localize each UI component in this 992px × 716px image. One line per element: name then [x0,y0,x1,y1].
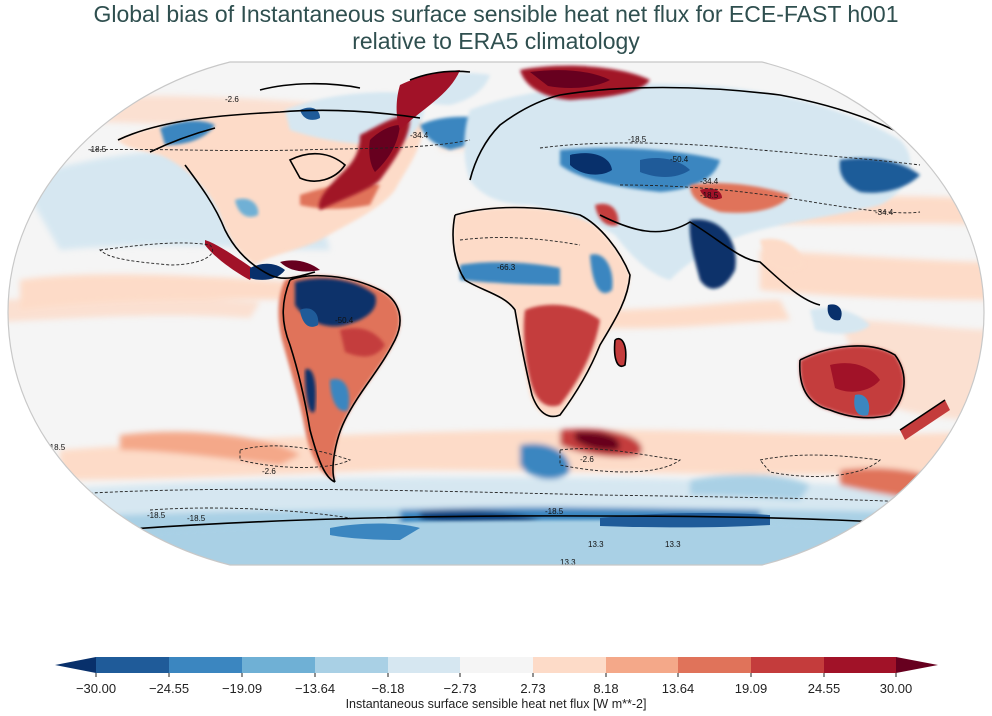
chart-title-line2: relative to ERA5 climatology [352,28,640,54]
colorbar-tick-label: −30.00 [75,681,117,696]
svg-text:-34.4: -34.4 [875,208,894,217]
colorbar-bin [96,657,169,673]
colorbar-bin [315,657,388,673]
colorbar-tick-label: −24.55 [148,681,190,696]
colorbar-extend-max [896,657,938,673]
svg-text:-2.6: -2.6 [225,95,239,104]
colorbar-bin [678,657,751,673]
colorbar-bin [242,657,315,673]
colorbar-bin [169,657,242,673]
svg-text:-34.4: -34.4 [700,177,719,186]
chart-title: Global bias of Instantaneous surface sen… [0,0,992,55]
svg-text:-2.6: -2.6 [580,455,594,464]
colorbar-bin [751,657,824,673]
svg-text:-18.5: -18.5 [628,135,647,144]
svg-text:-18.5: -18.5 [187,514,206,523]
chart-title-line1: Global bias of Instantaneous surface sen… [93,1,899,27]
colorbar-ticks [95,673,897,677]
colorbar-bin [606,657,678,673]
colorbar-tick-label: 2.73 [520,681,546,696]
colorbar [55,657,938,677]
colorbar-tick-label: 19.09 [734,681,768,696]
colorbar-extend-min [55,657,96,673]
svg-text:-18.5: -18.5 [47,443,66,452]
svg-text:-34.4: -34.4 [410,131,429,140]
svg-text:-18.5: -18.5 [700,191,719,200]
svg-text:13.3: 13.3 [560,558,576,567]
svg-text:-50.4: -50.4 [670,155,689,164]
colorbar-bin [824,657,896,673]
colorbar-tick-label: −2.73 [443,681,477,696]
svg-text:-66.3: -66.3 [497,263,516,272]
africa [453,207,630,417]
south-america [278,275,400,480]
svg-text:13.3: 13.3 [588,540,604,549]
svg-text:-2.6: -2.6 [262,467,276,476]
colorbar-tick-label: −8.18 [371,681,405,696]
colorbar-tick-label: 8.18 [593,681,619,696]
map-field: -18.5 -2.6 -34.4 -18.5 -50.4 -34.4 -18.5… [8,62,984,567]
contour-labels: -18.5 -2.6 -34.4 -18.5 -50.4 -34.4 -18.5… [47,95,894,567]
colorbar-bin [388,657,460,673]
svg-text:13.3: 13.3 [665,540,681,549]
colorbar-tick-label: 24.55 [807,681,841,696]
svg-text:-18.5: -18.5 [147,511,166,520]
colorbar-tick-label: 30.00 [879,681,913,696]
dashed-contours [59,139,951,519]
svg-text:-50.4: -50.4 [335,316,354,325]
map-outline [7,61,985,566]
svg-text:-18.5: -18.5 [88,145,107,154]
eurasia [464,65,920,289]
svg-text:-18.5: -18.5 [545,507,564,516]
colorbar-bin [460,657,533,673]
colorbar-tick-label: 13.64 [661,681,695,696]
colorbar-tick-label: −13.64 [294,681,336,696]
colorbar-label: Instantaneous surface sensible heat net … [345,697,647,711]
colorbar-tick-label: −19.09 [221,681,263,696]
australia [799,304,950,440]
bias-map: -18.5 -2.6 -34.4 -18.5 -50.4 -34.4 -18.5… [7,61,985,567]
colorbar-bin [533,657,606,673]
